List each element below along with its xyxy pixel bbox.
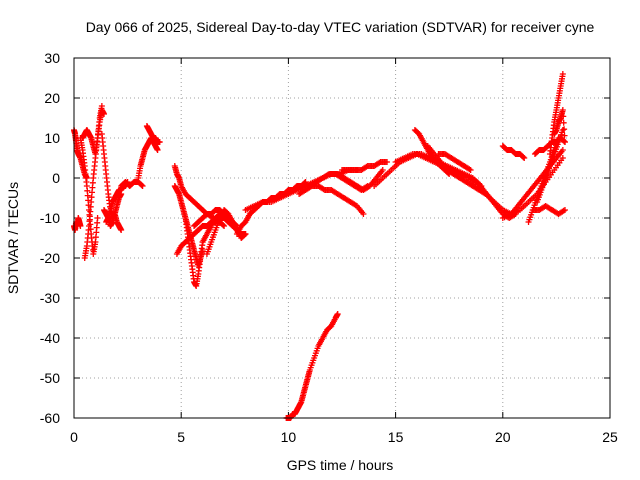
data-point [220, 222, 227, 229]
data-point [521, 155, 528, 161]
data-point [559, 71, 566, 77]
data-point [118, 227, 125, 233]
series-arc-37 [531, 135, 568, 157]
y-tick-labels: -60 -50 -40 -30 -20 -10 0 10 20 30 [40, 50, 60, 426]
data-point [384, 159, 391, 165]
series-arc-30 [435, 151, 474, 173]
series-arc-39 [546, 71, 566, 157]
data-point [561, 207, 568, 213]
y-tick-label: -60 [40, 410, 60, 426]
y-tick-label: -50 [40, 370, 60, 386]
series-arc-25 [283, 311, 341, 421]
series-arc-10 [135, 135, 161, 181]
series-arc-12 [171, 163, 228, 229]
data-point [77, 223, 84, 229]
chart-title: Day 066 of 2025, Sidereal Day-to-day VTE… [86, 19, 595, 35]
y-tick-label: 10 [44, 130, 60, 146]
data-point [560, 119, 567, 126]
data-point [560, 207, 567, 214]
series-arc-38 [529, 203, 568, 217]
data-point [561, 138, 568, 145]
x-tick-label: 5 [177, 429, 185, 445]
data-point [94, 215, 101, 221]
series-arc-29 [424, 143, 489, 197]
y-tick-label: -20 [40, 250, 60, 266]
y-tick-label: 30 [44, 50, 60, 66]
x-tick-label: 15 [388, 429, 404, 445]
data-point [561, 126, 568, 133]
plot-frame [73, 57, 611, 419]
data-point [559, 155, 566, 161]
data-point [233, 222, 240, 229]
x-tick-label: 10 [281, 429, 297, 445]
data-point [241, 231, 248, 238]
data-point [520, 154, 527, 161]
data-point [138, 182, 145, 189]
series-arc-32 [499, 143, 528, 161]
data-point [154, 147, 161, 153]
series-arc-07 [101, 191, 125, 229]
data-point [559, 127, 566, 133]
data-point [559, 107, 566, 113]
series-arc-40 [551, 107, 568, 145]
y-tick-label: -30 [40, 290, 60, 306]
series-arc-36 [534, 127, 566, 205]
data-point [139, 183, 146, 189]
data-points [71, 71, 568, 421]
y-tick-label: -40 [40, 330, 60, 346]
data-point [101, 111, 108, 117]
x-tick-label: 0 [70, 429, 78, 445]
data-point [156, 139, 163, 145]
y-tick-label: 0 [52, 170, 60, 186]
data-point [561, 132, 568, 139]
x-tick-label: 20 [495, 429, 511, 445]
data-point [467, 167, 474, 173]
data-point [334, 311, 341, 317]
axis-ticks [73, 57, 611, 419]
data-point [561, 139, 568, 145]
data-point [242, 231, 249, 237]
grid [74, 58, 610, 418]
series-arc-09 [118, 179, 146, 189]
data-point [221, 223, 228, 229]
series-arc-23 [328, 167, 386, 193]
x-tick-label: 25 [602, 429, 618, 445]
y-tick-label: 20 [44, 90, 60, 106]
series-arc-18 [191, 207, 240, 229]
series-arc-01 [71, 215, 84, 233]
data-point [360, 211, 367, 217]
y-axis-label: SDTVAR / TECUs [5, 182, 21, 294]
series-arc-11 [143, 123, 163, 145]
y-tick-label: -10 [40, 210, 60, 226]
series-arc-24 [339, 159, 391, 173]
x-tick-labels: 0 5 10 15 20 25 [70, 429, 618, 445]
data-point [559, 147, 566, 153]
data-point [466, 166, 473, 173]
series-arc-26 [371, 151, 515, 217]
series-arc-05 [79, 107, 108, 157]
data-point [379, 167, 386, 173]
x-axis-label: GPS time / hours [287, 457, 394, 473]
series-arc-34 [508, 147, 566, 217]
series-arc-03 [77, 135, 101, 257]
data-point [560, 113, 567, 120]
